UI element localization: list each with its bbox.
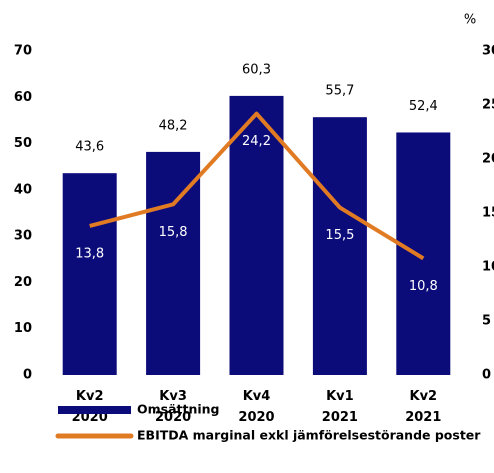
line-value-label: 15,8 [159,225,188,240]
legend-label: Omsättning [137,402,220,417]
y-tick-label: 20 [14,275,32,290]
x-tick-label: Kv2 2021 [405,389,441,425]
y-tick-label: 10 [14,321,32,336]
line [89,111,425,261]
x-tick-label: Kv1 2021 [322,389,358,425]
bar [62,173,117,375]
y2-tick-label: 25 [482,98,494,113]
line-value-label: 13,8 [75,246,104,261]
line-value-label: 15,5 [325,228,354,243]
y-tick-label: 60 [14,90,32,105]
bar [312,117,367,375]
y-tick-label: 0 [23,368,32,383]
bar-value-label: 60,3 [242,62,271,77]
x-tick-label: Kv3 2020 [155,389,191,425]
y-tick-label: 50 [14,136,32,151]
line-value-label: 24,2 [242,134,271,149]
y-tick-label: 70 [14,44,32,59]
bar [396,132,451,375]
y-tick-label: 30 [14,229,32,244]
y-tick-label: 40 [14,182,32,197]
bar-value-label: 48,2 [159,118,188,133]
bar-value-label: 52,4 [409,99,438,114]
bar-value-label: 55,7 [325,84,354,99]
y2-tick-label: 0 [482,368,491,383]
line-value-label: 10,8 [409,279,438,294]
y2-axis-label: % [464,13,476,28]
y2-tick-label: 5 [482,314,491,329]
y2-tick-label: 20 [482,152,494,167]
legend-swatch [58,406,131,414]
bar-value-label: 43,6 [75,140,104,155]
y2-tick-label: 15 [482,206,494,221]
y2-tick-label: 10 [482,260,494,275]
legend-label: EBITDA marginal exkl jämförelsestörande … [137,428,481,443]
bar [146,151,201,375]
y2-tick-label: 30 [482,44,494,59]
bar [229,95,284,375]
x-tick-label: Kv4 2020 [238,389,274,425]
